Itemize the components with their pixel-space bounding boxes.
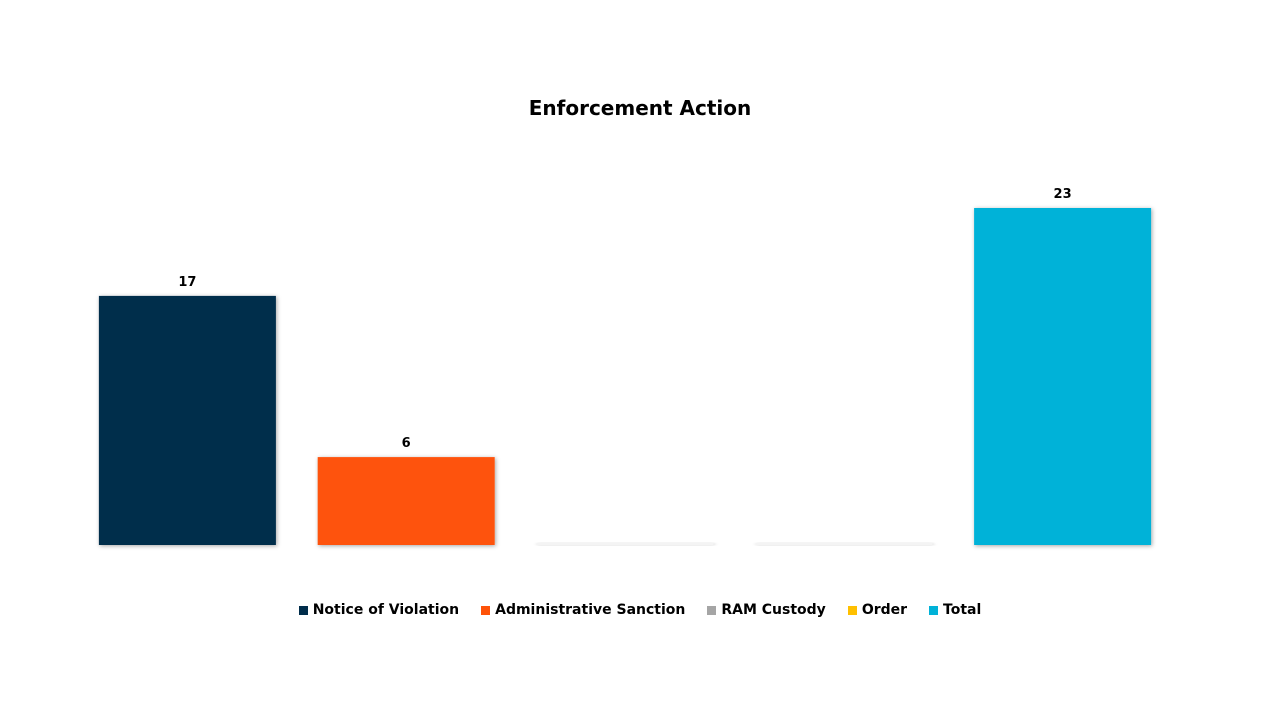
legend-item-ram-custody: RAM Custody [707, 602, 826, 618]
data-label-total: 23 [1054, 187, 1072, 202]
legend-label: Total [943, 602, 982, 618]
legend-item-total: Total [929, 602, 981, 618]
legend-swatch [707, 605, 717, 615]
legend-item-notice-of-violation: Notice of Violation [298, 602, 460, 618]
legend-swatch [298, 605, 308, 615]
legend-item-administrative-sanction: Administrative Sanction [481, 602, 685, 618]
chart-title: Enforcement Action [528, 96, 752, 120]
bar-total [974, 208, 1152, 545]
legend: Notice of Violation Administrative Sancti… [0, 602, 1280, 618]
legend-swatch [929, 605, 939, 615]
legend-label: Administrative Sanction [495, 602, 686, 618]
legend-label: RAM Custody [721, 602, 826, 618]
legend-label: Notice of Violation [312, 602, 460, 618]
bar-order [755, 543, 933, 545]
legend-swatch [481, 605, 491, 615]
bar-administrative-sanction [317, 457, 495, 545]
bar-notice-of-violation [98, 295, 276, 545]
data-label-administrative-sanction: 6 [402, 436, 411, 451]
legend-label: Order [861, 602, 908, 618]
data-label-notice-of-violation: 17 [178, 275, 196, 290]
bar-ram-custody [536, 543, 714, 545]
legend-item-order: Order [847, 602, 908, 618]
legend-swatch [847, 605, 857, 615]
